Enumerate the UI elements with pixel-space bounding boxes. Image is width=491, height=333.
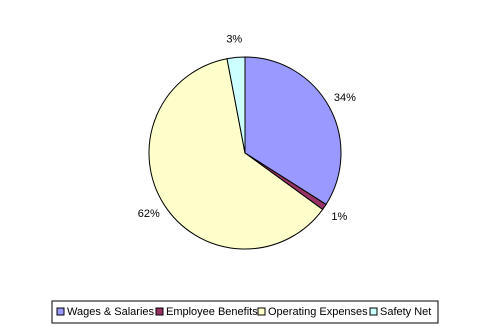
pie-slice xyxy=(148,58,324,250)
data-label: 1% xyxy=(331,211,347,223)
data-label: 34% xyxy=(334,92,356,104)
pie-slice xyxy=(226,56,246,154)
legend-label: Wages & Salaries xyxy=(67,306,155,318)
pie-slice xyxy=(244,56,342,206)
legend-swatch xyxy=(369,307,378,316)
legend-swatch xyxy=(56,307,65,316)
legend-label: Safety Net xyxy=(380,306,431,318)
legend-swatch xyxy=(257,307,266,316)
data-label: 62% xyxy=(138,208,160,220)
legend-box xyxy=(51,300,439,324)
data-label: 3% xyxy=(226,33,242,45)
legend-swatch xyxy=(155,307,164,316)
legend-label: Operating Expenses xyxy=(268,306,368,318)
legend-label: Employee Benefits xyxy=(166,306,258,318)
